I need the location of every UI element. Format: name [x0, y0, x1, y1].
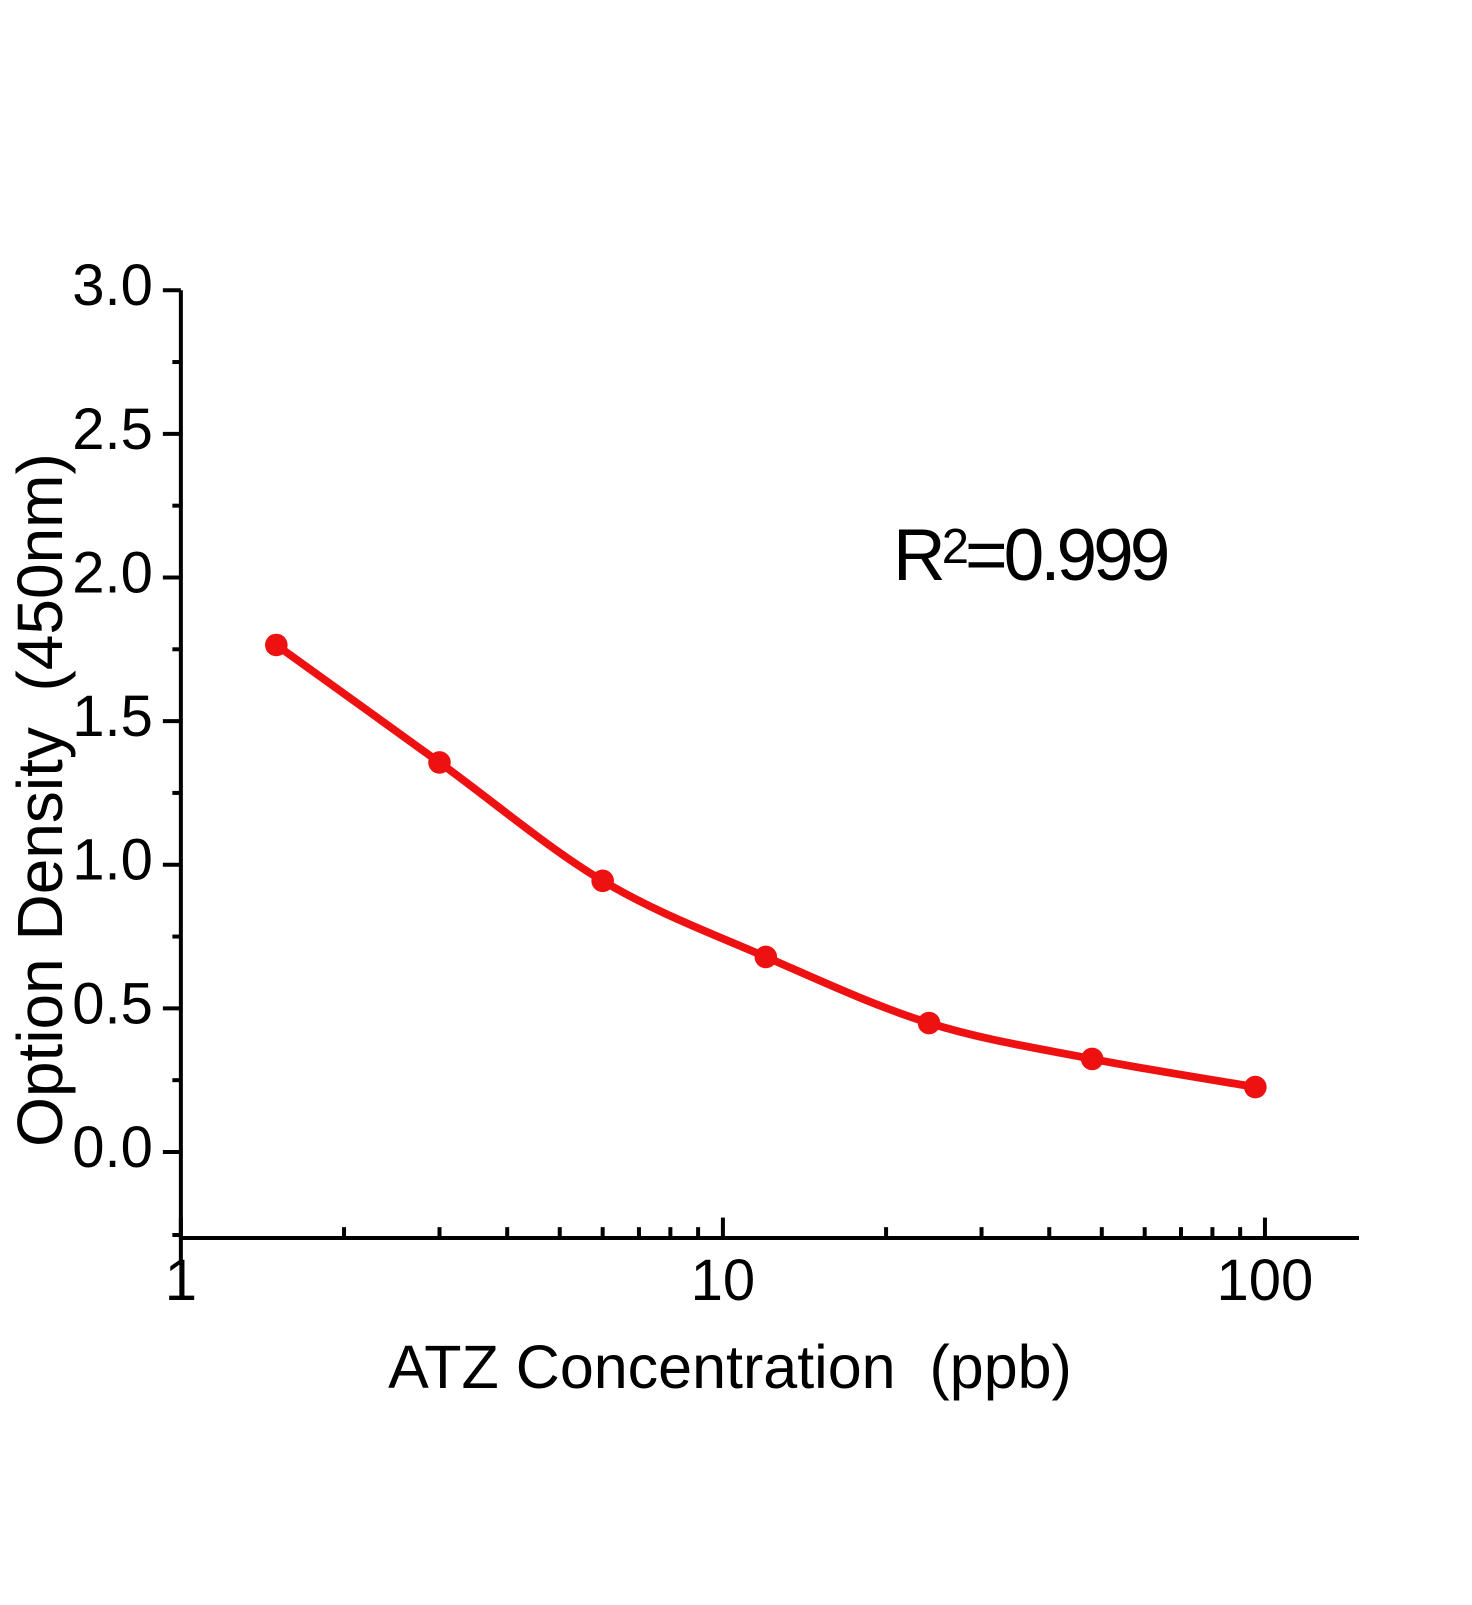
svg-text:ATZ Concentration (ppb): ATZ Concentration (ppb) — [388, 1333, 1072, 1401]
svg-text:R2=0.999: R2=0.999 — [893, 515, 1168, 596]
svg-text:1.0: 1.0 — [72, 828, 153, 893]
svg-text:1.5: 1.5 — [72, 684, 153, 749]
svg-text:2.5: 2.5 — [72, 397, 153, 462]
svg-text:0.0: 0.0 — [72, 1115, 153, 1180]
svg-text:Option Density (450nm): Option Density (450nm) — [4, 453, 76, 1147]
svg-text:1: 1 — [165, 1248, 197, 1313]
svg-text:10: 10 — [691, 1248, 756, 1313]
svg-text:0.5: 0.5 — [72, 971, 153, 1036]
svg-text:2.0: 2.0 — [72, 540, 153, 605]
svg-text:3.0: 3.0 — [72, 253, 153, 318]
svg-text:100: 100 — [1217, 1248, 1314, 1313]
